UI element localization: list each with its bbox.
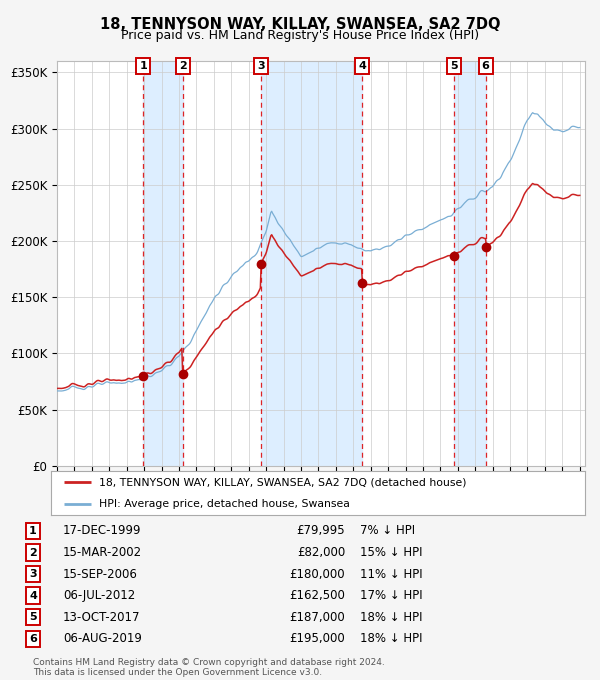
- Text: 15-SEP-2006: 15-SEP-2006: [63, 568, 138, 581]
- Text: 18% ↓ HPI: 18% ↓ HPI: [360, 611, 422, 624]
- Bar: [261, 61, 362, 466]
- Text: £162,500: £162,500: [289, 589, 345, 602]
- Text: 18, TENNYSON WAY, KILLAY, SWANSEA, SA2 7DQ: 18, TENNYSON WAY, KILLAY, SWANSEA, SA2 7…: [100, 17, 500, 32]
- Text: 6: 6: [482, 61, 490, 71]
- Text: 7% ↓ HPI: 7% ↓ HPI: [360, 524, 415, 537]
- Text: £79,995: £79,995: [296, 524, 345, 537]
- Text: This data is licensed under the Open Government Licence v3.0.: This data is licensed under the Open Gov…: [33, 668, 322, 677]
- Text: 2: 2: [29, 547, 37, 558]
- Text: 1: 1: [140, 61, 148, 71]
- Text: 18% ↓ HPI: 18% ↓ HPI: [360, 632, 422, 645]
- Text: 11% ↓ HPI: 11% ↓ HPI: [360, 568, 422, 581]
- Text: 17% ↓ HPI: 17% ↓ HPI: [360, 589, 422, 602]
- Text: 3: 3: [29, 569, 37, 579]
- Text: Contains HM Land Registry data © Crown copyright and database right 2024.: Contains HM Land Registry data © Crown c…: [33, 658, 385, 667]
- Text: 4: 4: [358, 61, 366, 71]
- Text: HPI: Average price, detached house, Swansea: HPI: Average price, detached house, Swan…: [99, 498, 350, 509]
- Text: 2: 2: [179, 61, 187, 71]
- Text: £195,000: £195,000: [289, 632, 345, 645]
- Text: 15% ↓ HPI: 15% ↓ HPI: [360, 546, 422, 559]
- Text: 18, TENNYSON WAY, KILLAY, SWANSEA, SA2 7DQ (detached house): 18, TENNYSON WAY, KILLAY, SWANSEA, SA2 7…: [99, 477, 467, 488]
- Text: 13-OCT-2017: 13-OCT-2017: [63, 611, 140, 624]
- Text: 06-JUL-2012: 06-JUL-2012: [63, 589, 135, 602]
- Text: 06-AUG-2019: 06-AUG-2019: [63, 632, 142, 645]
- Text: 17-DEC-1999: 17-DEC-1999: [63, 524, 142, 537]
- Text: 5: 5: [29, 612, 37, 622]
- Text: 6: 6: [29, 634, 37, 644]
- Text: 15-MAR-2002: 15-MAR-2002: [63, 546, 142, 559]
- Text: 1: 1: [29, 526, 37, 536]
- Text: £187,000: £187,000: [289, 611, 345, 624]
- Bar: [143, 61, 182, 466]
- Text: Price paid vs. HM Land Registry's House Price Index (HPI): Price paid vs. HM Land Registry's House …: [121, 29, 479, 42]
- Text: £82,000: £82,000: [297, 546, 345, 559]
- Text: 4: 4: [29, 590, 37, 600]
- Text: £180,000: £180,000: [289, 568, 345, 581]
- Bar: [454, 61, 485, 466]
- Text: 5: 5: [451, 61, 458, 71]
- Text: 3: 3: [257, 61, 265, 71]
